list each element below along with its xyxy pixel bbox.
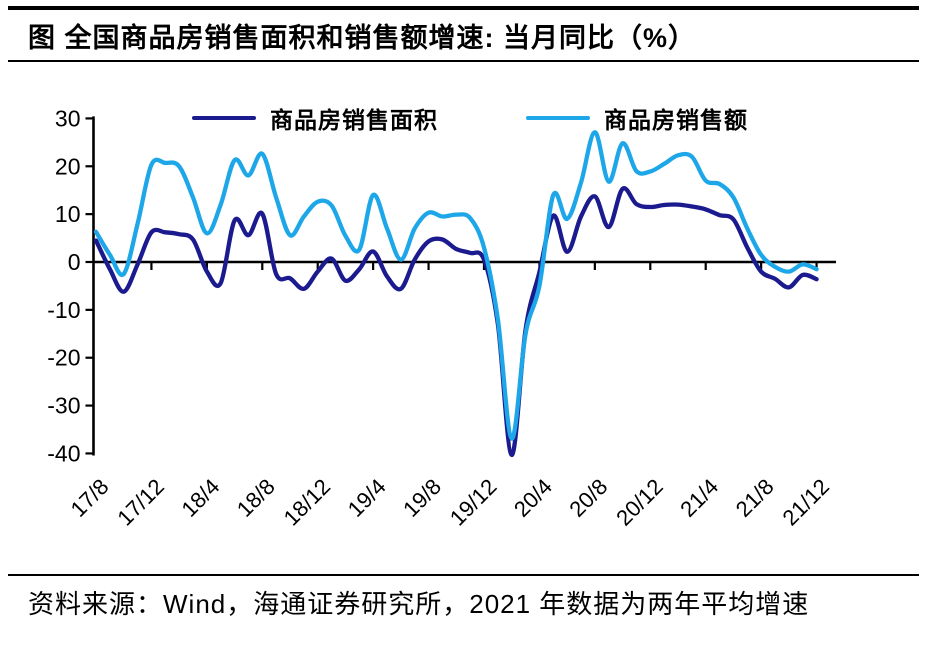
legend-item-sales-amount: 商品房销售额: [526, 101, 748, 135]
y-axis-tick-label: -20: [47, 345, 80, 371]
x-axis-tick-label: 18/4: [176, 474, 224, 522]
x-axis-tick-label: 21/12: [777, 474, 834, 531]
x-axis-tick-label: 19/12: [445, 474, 502, 531]
chart-legend: 商品房销售面积 商品房销售额: [90, 101, 850, 135]
series-line-sales-amount: [93, 130, 819, 441]
source-note: 资料来源：Wind，海通证券研究所，2021 年数据为两年平均增速: [28, 589, 810, 619]
y-axis-tick-label: 10: [55, 201, 81, 227]
y-axis-tick-label: -40: [47, 440, 80, 466]
legend-label: 商品房销售额: [604, 107, 748, 133]
x-axis-tick-label: 20/12: [611, 474, 668, 531]
series-line-sales-area: [93, 186, 819, 458]
legend-label: 商品房销售面积: [270, 107, 438, 133]
x-axis-tick-label: 18/8: [232, 474, 280, 522]
x-axis-tick-label: 21/4: [675, 474, 723, 522]
x-axis-tick-label: 21/8: [731, 474, 779, 522]
x-axis-tick-label: 20/4: [509, 474, 557, 522]
x-axis-tick-label: 17/8: [66, 474, 114, 522]
legend-line-icon: [526, 116, 590, 120]
y-axis-tick-label: 20: [55, 153, 81, 179]
x-axis-tick-label: 20/8: [564, 474, 612, 522]
top-border-rule: [8, 6, 919, 10]
source-divider-rule: [8, 574, 919, 576]
y-axis-tick-label: 30: [55, 105, 81, 131]
x-axis-tick-label: 17/12: [112, 474, 169, 531]
y-axis-tick-label: 0: [68, 249, 81, 275]
y-axis-tick-label: -30: [47, 393, 80, 419]
x-axis-tick-label: 19/4: [343, 474, 391, 522]
x-axis-tick-label: 18/12: [279, 474, 336, 531]
page-title: 图 全国商品房销售面积和销售额增速: 当月同比（%）: [28, 23, 697, 53]
title-underline-rule: [8, 60, 919, 62]
legend-line-icon: [192, 116, 256, 120]
y-axis-tick-label: -10: [47, 297, 80, 323]
x-axis-tick-label: 19/8: [398, 474, 446, 522]
legend-item-sales-area: 商品房销售面积: [192, 101, 438, 135]
